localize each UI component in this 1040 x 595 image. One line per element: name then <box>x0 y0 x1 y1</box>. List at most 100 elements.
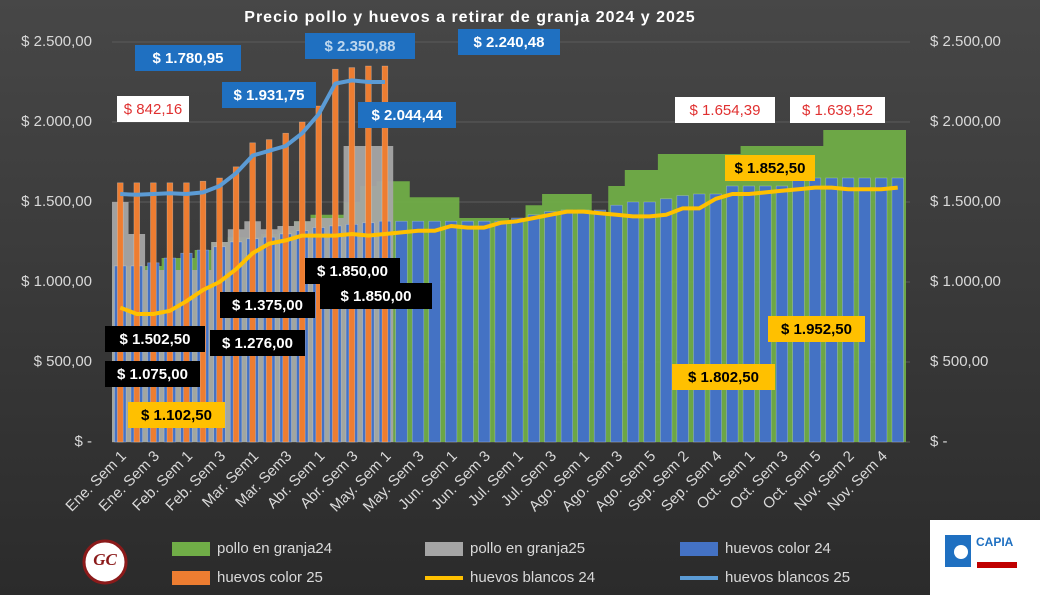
bar <box>494 220 507 443</box>
annotation-box <box>458 29 560 55</box>
annotation-box <box>305 258 400 284</box>
annotation-box <box>675 97 775 123</box>
annotation: $ 1.654,39 <box>690 102 761 119</box>
bar <box>282 132 289 443</box>
annotation-box <box>768 316 865 342</box>
annotation: $ 1.639,52 <box>802 102 873 119</box>
bar <box>265 139 273 443</box>
bar <box>544 211 557 443</box>
bar <box>610 204 623 443</box>
bar <box>875 177 888 443</box>
bar <box>808 177 822 443</box>
annotation: $ 1.075,00 <box>117 366 188 383</box>
annotation: $ 2.240,48 <box>474 34 545 51</box>
annotation-box <box>117 96 189 122</box>
bar <box>511 217 524 443</box>
annotation: $ 1.850,00 <box>341 288 412 305</box>
bar <box>891 177 904 443</box>
legend-label: pollo en granja24 <box>217 540 332 557</box>
annotation: $ 2.044,44 <box>372 107 444 124</box>
annotation: $ 1.952,50 <box>781 321 852 338</box>
legend-label: huevos color 24 <box>725 540 831 557</box>
bar <box>660 198 673 443</box>
bar <box>527 214 540 443</box>
bar <box>726 185 739 443</box>
bar <box>117 182 124 443</box>
bar <box>842 177 855 443</box>
logo-gc: GC <box>82 539 128 585</box>
bar <box>478 220 491 443</box>
logo-capia: CAPIA <box>930 520 1040 595</box>
annotation: $ 1.276,00 <box>222 335 293 352</box>
bar <box>792 177 805 443</box>
bar <box>461 220 474 443</box>
y2-tick-label: $ 2.000,00 <box>930 113 1001 130</box>
annotation-box <box>210 330 305 356</box>
y2-tick-label: $ 1.500,00 <box>930 193 1001 210</box>
bar <box>348 67 356 443</box>
legend-swatch <box>425 542 463 556</box>
bar <box>577 209 590 443</box>
annotation: $ 1.852,50 <box>735 160 806 177</box>
line <box>119 185 898 316</box>
annotation-box <box>790 97 885 123</box>
bar <box>693 193 706 443</box>
bar <box>626 201 640 443</box>
legend-label: huevos blancos 25 <box>725 569 850 586</box>
bar <box>199 180 207 443</box>
y2-tick-label: $ 2.500,00 <box>930 33 1001 50</box>
annotation-box <box>220 292 315 318</box>
annotation-box <box>672 364 775 390</box>
bar <box>676 195 689 443</box>
logo-text: CAPIA <box>976 535 1014 549</box>
bar <box>759 185 772 443</box>
annotation-box <box>305 33 415 59</box>
annotation: $ 1.102,50 <box>141 407 212 424</box>
logo-band <box>977 562 1017 568</box>
annotation-box <box>105 326 205 352</box>
bar <box>411 220 425 443</box>
legend-swatch <box>680 542 718 556</box>
bar <box>445 220 458 443</box>
y-tick-label: $ - <box>74 433 92 450</box>
legend-swatch <box>172 571 210 585</box>
legend-swatch <box>172 542 210 556</box>
bar <box>395 220 408 443</box>
annotation: $ 1.375,00 <box>232 297 303 314</box>
line <box>120 78 385 197</box>
annotation: $ 1.780,95 <box>153 50 224 67</box>
logo-icon <box>954 545 968 559</box>
annotation-box <box>135 45 241 71</box>
annotation: $ 1.850,00 <box>317 263 388 280</box>
annotation: $ 1.931,75 <box>234 87 305 104</box>
bar <box>775 185 789 443</box>
annotation-box <box>725 155 815 181</box>
y-tick-label: $ 1.000,00 <box>21 273 92 290</box>
legend-label: pollo en granja25 <box>470 540 585 557</box>
annotation: $ 1.802,50 <box>688 369 759 386</box>
annotation-box <box>128 402 225 428</box>
annotation-box <box>320 283 432 309</box>
legend-label: huevos blancos 24 <box>470 569 595 586</box>
annotation-box <box>358 102 456 128</box>
bar <box>560 209 573 443</box>
bar <box>593 209 607 443</box>
annotation: $ 2.350,88 <box>325 38 396 55</box>
bar <box>428 220 441 443</box>
bar <box>365 65 372 443</box>
annotation-box <box>222 82 316 108</box>
logo-text: GC <box>93 550 117 569</box>
bar <box>825 177 838 443</box>
bar <box>332 68 339 443</box>
annotations: $ 842,16 $ 1.780,95 $ 1.931,75 $ 2.350,88 $ … <box>105 29 885 428</box>
y2-tick-label: $ 1.000,00 <box>930 273 1001 290</box>
bar <box>742 185 755 443</box>
bar <box>858 177 871 443</box>
annotation: $ 1.502,50 <box>120 331 191 348</box>
bar <box>299 121 306 443</box>
bar <box>643 201 656 443</box>
annotation: $ 842,16 <box>124 101 182 118</box>
y2-tick-label: $ - <box>930 433 948 450</box>
bar <box>183 182 190 443</box>
